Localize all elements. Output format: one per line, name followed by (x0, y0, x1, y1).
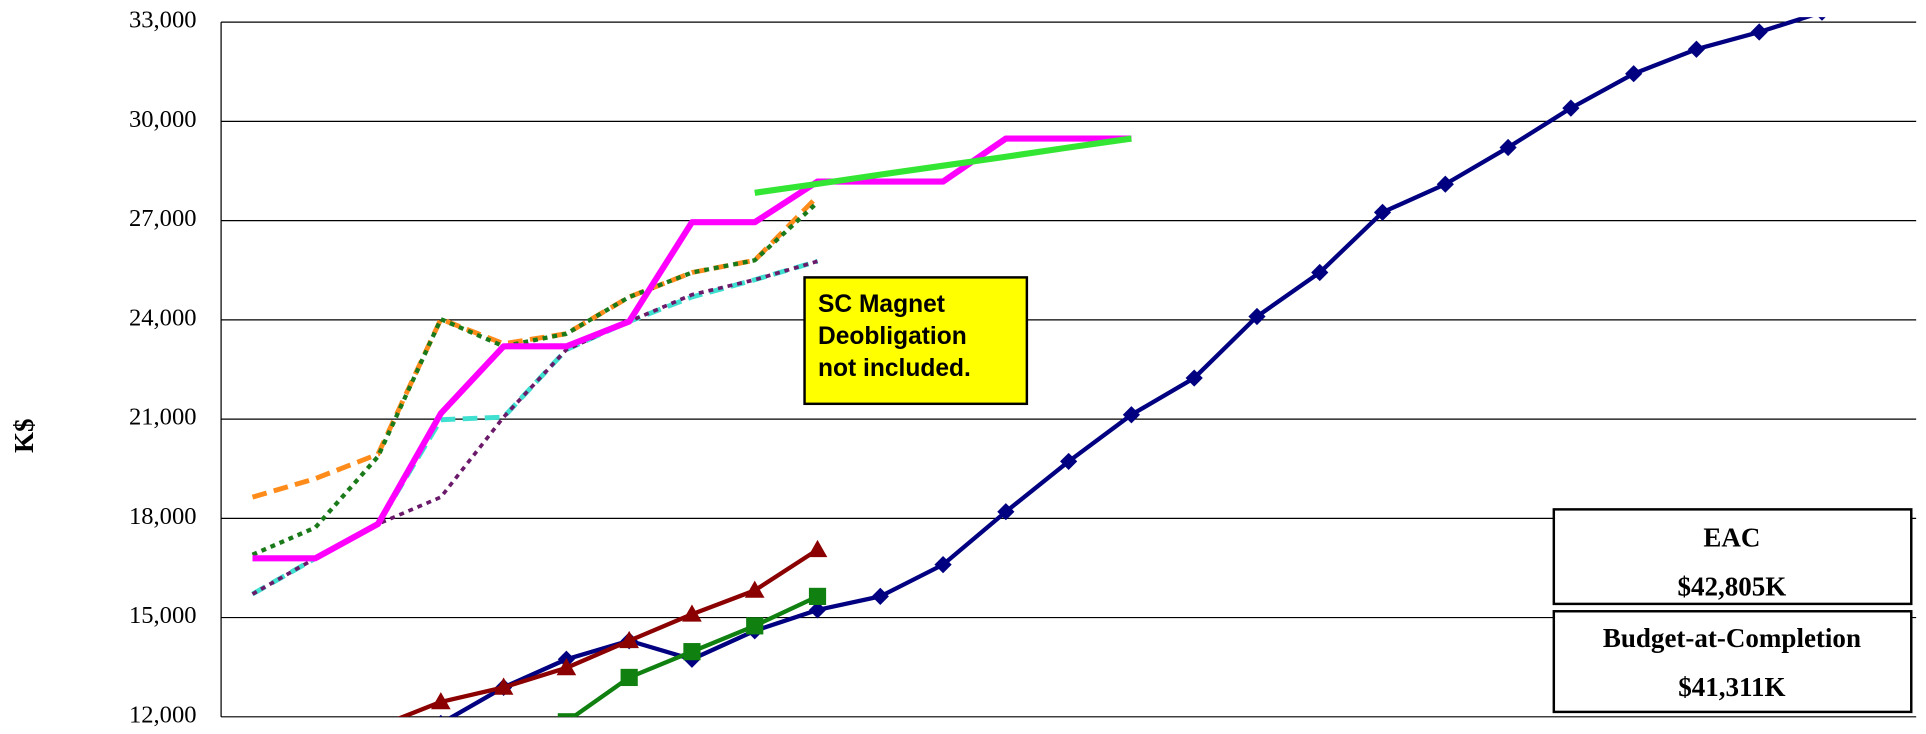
square-marker (557, 713, 575, 717)
diamond-marker (1625, 65, 1643, 83)
y-tick-label: 18,000 (129, 503, 197, 530)
triangle-marker (431, 692, 451, 710)
diamond-marker (1750, 23, 1768, 41)
triangle-marker (682, 604, 702, 622)
y-tick-label: 30,000 (129, 106, 197, 133)
diamond-marker (1060, 452, 1078, 471)
annotation-box (803, 276, 1029, 406)
annotation-text: $41,311K (1678, 672, 1785, 702)
annotation-text: $42,805K (1678, 571, 1787, 601)
y-axis-label: K$ (9, 418, 39, 453)
diamond-marker (1122, 406, 1141, 424)
series-line (251, 258, 819, 597)
triangle-marker (619, 630, 639, 649)
diamond-marker (1248, 307, 1266, 326)
plot-area (251, 17, 1826, 734)
y-tick-label: 12,000 (129, 701, 197, 728)
y-tick-label: 27,000 (129, 205, 197, 232)
diamond-marker (1373, 203, 1392, 221)
series-line (252, 135, 1132, 562)
diamond-marker (1499, 138, 1517, 157)
diamond-marker (1687, 40, 1706, 58)
triangle-marker (493, 677, 514, 695)
y-tick-label: 15,000 (129, 602, 197, 629)
square-marker (620, 668, 638, 687)
diamond-marker (1436, 175, 1454, 193)
y-tick-label: 24,000 (129, 304, 197, 331)
annotation-text: Budget-at-Completion (1603, 623, 1861, 653)
y-tick-label: 33,000 (129, 7, 197, 34)
diamond-marker (1562, 99, 1580, 117)
annotation-box (1552, 508, 1913, 606)
triangle-marker (744, 580, 765, 598)
annotation-text: not included. (818, 355, 971, 382)
y-tick-label: 21,000 (129, 404, 197, 431)
annotation-text: EAC (1703, 522, 1760, 552)
annotation-text: Deobligation (818, 323, 967, 350)
square-marker (746, 617, 764, 635)
diamond-marker (871, 587, 889, 605)
square-marker (808, 587, 827, 605)
diamond-marker (934, 556, 952, 574)
series-line (754, 135, 1132, 196)
series-line (397, 547, 819, 717)
diamond-marker (1818, 17, 1826, 21)
series-line (251, 200, 819, 557)
triangle-marker (556, 658, 577, 676)
square-marker (683, 643, 701, 661)
annotation-text: SC Magnet (818, 291, 945, 318)
diamond-marker (438, 714, 443, 717)
triangle-marker (368, 717, 388, 734)
annotation-box (1552, 610, 1913, 714)
triangle-marker (807, 539, 828, 558)
diamond-marker (1311, 263, 1329, 282)
